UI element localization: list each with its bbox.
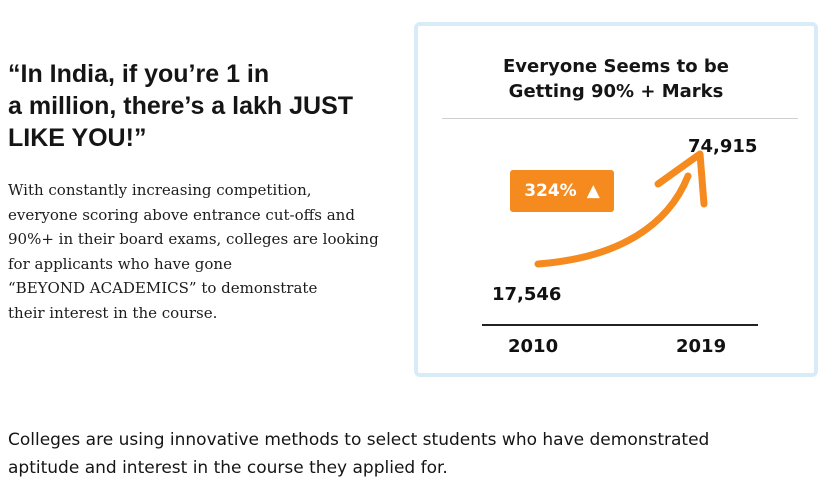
- triangle-up-icon: ▲: [586, 181, 600, 201]
- card-title: Everyone Seems to be Getting 90% + Marks: [503, 56, 729, 102]
- year-label-2010: 2010: [508, 336, 559, 357]
- quote-heading: “In India, if you’re 1 in a million, the…: [8, 60, 354, 152]
- value-2010: 17,546: [492, 284, 562, 305]
- growth-badge-label: 324%: [524, 181, 577, 201]
- card-divider: [442, 118, 798, 119]
- growth-badge: 324% ▲: [510, 170, 614, 212]
- body-paragraph: With constantly increasing competition, …: [8, 181, 379, 322]
- value-2019: 74,915: [688, 136, 758, 157]
- footer-text: Colleges are using innovative methods to…: [8, 430, 710, 478]
- axis-line: [482, 324, 758, 326]
- year-label-2019: 2019: [676, 336, 727, 357]
- growth-arrow-head: [654, 150, 708, 208]
- stats-card: Everyone Seems to be Getting 90% + Marks…: [414, 22, 818, 377]
